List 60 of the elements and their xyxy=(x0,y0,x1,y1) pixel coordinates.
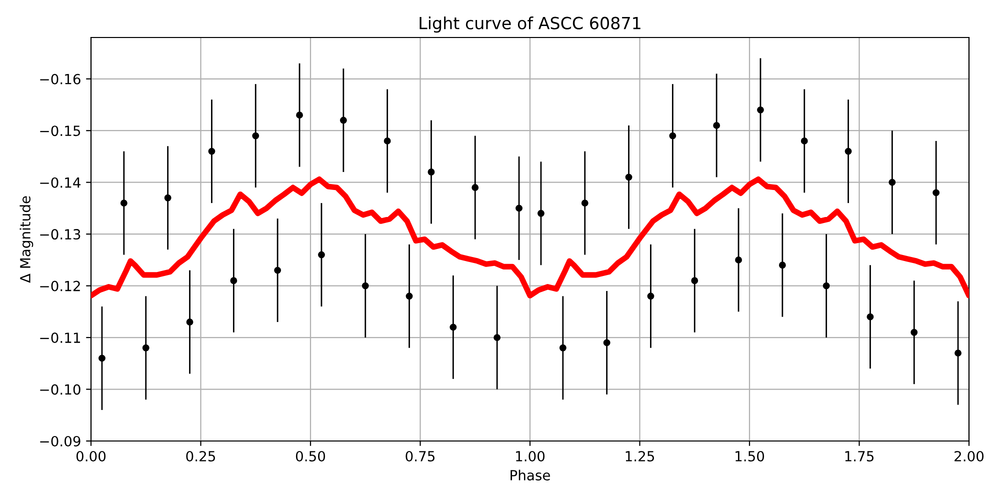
point xyxy=(822,282,830,290)
point xyxy=(274,266,282,274)
x-tick-label: 1.00 xyxy=(516,450,545,462)
point xyxy=(603,339,610,346)
point xyxy=(318,251,325,258)
point xyxy=(142,344,150,352)
y-tick-label: −0.14 xyxy=(40,177,80,188)
y-tick-label: −0.16 xyxy=(40,74,80,84)
x-axis-title: Phase xyxy=(510,470,550,480)
y-tick-label: −0.11 xyxy=(40,332,80,344)
point xyxy=(120,200,128,207)
point xyxy=(625,174,632,181)
x-tick-label: 0.25 xyxy=(186,450,215,462)
x-tick-label: 1.25 xyxy=(626,450,654,462)
point xyxy=(362,282,369,290)
point xyxy=(581,200,588,207)
point xyxy=(406,292,413,300)
x-tick-label: 0.75 xyxy=(406,450,434,462)
point xyxy=(538,210,544,217)
point xyxy=(866,313,874,320)
point xyxy=(186,318,194,326)
point xyxy=(428,168,435,176)
point xyxy=(735,256,742,264)
x-tick-label: 1.75 xyxy=(845,451,874,462)
y-tick-label: −0.09 xyxy=(40,436,80,446)
point xyxy=(888,178,896,186)
y-tick-label: −0.13 xyxy=(40,229,80,240)
x-tick-label: 1.50 xyxy=(736,450,764,462)
point xyxy=(669,132,676,140)
point xyxy=(340,116,347,124)
point xyxy=(296,112,303,119)
point xyxy=(932,189,940,196)
y-tick-label: −0.10 xyxy=(40,384,80,395)
point xyxy=(559,344,566,352)
x-tick-label: 0.50 xyxy=(296,450,326,462)
point xyxy=(954,350,962,357)
point xyxy=(778,262,786,269)
y-tick-label: −0.12 xyxy=(40,280,80,292)
point xyxy=(647,292,654,300)
point xyxy=(450,324,457,331)
point xyxy=(164,194,172,202)
point xyxy=(713,122,720,129)
y-tick-label: −0.15 xyxy=(40,126,80,136)
point xyxy=(472,184,479,191)
y-axis-title: Δ Magnitude xyxy=(20,196,34,283)
point xyxy=(230,277,238,284)
point xyxy=(691,277,698,284)
point xyxy=(252,132,260,140)
point xyxy=(384,137,391,144)
point xyxy=(208,148,216,155)
chart-title: Light curve of ASCC 60871 xyxy=(420,16,640,33)
point xyxy=(910,328,918,336)
point xyxy=(516,204,522,212)
point xyxy=(844,148,852,155)
x-tick-label: 2.00 xyxy=(954,450,984,462)
point xyxy=(98,354,106,362)
x-tick-label: 0.00 xyxy=(76,450,106,462)
point xyxy=(757,106,764,114)
point xyxy=(800,137,808,144)
point xyxy=(494,334,501,342)
